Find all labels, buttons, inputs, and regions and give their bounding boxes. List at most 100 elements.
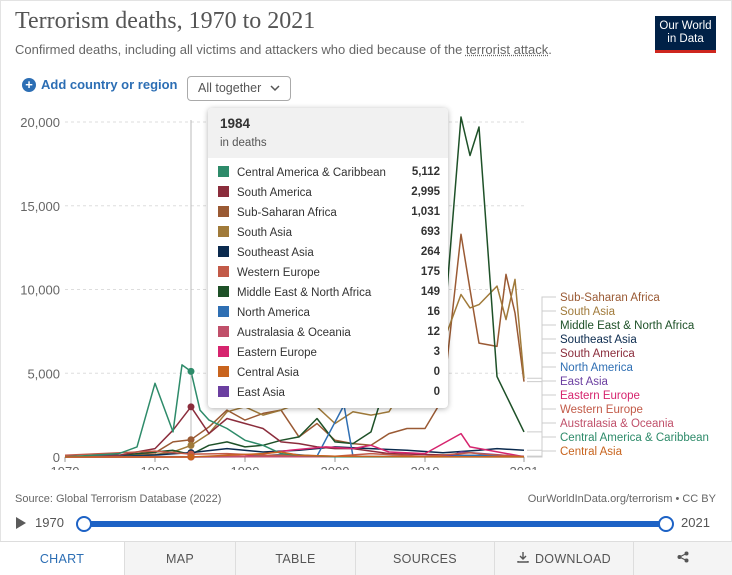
tab-label: CHART: [39, 551, 85, 566]
chart-title: Terrorism deaths, 1970 to 2021: [15, 8, 316, 34]
tooltip-row-label: Eastern Europe: [237, 346, 317, 359]
tooltip-row-value: 16: [427, 306, 440, 318]
legend-label: South Asia: [560, 306, 616, 318]
hover-point: [187, 403, 195, 411]
subtitle-text: Confirmed deaths, including all victims …: [15, 42, 466, 57]
share-icon: [677, 551, 689, 566]
legend-label: Middle East & North Africa: [560, 320, 695, 332]
legend-label: Sub-Saharan Africa: [560, 292, 660, 304]
tooltip-row: Southeast Asia 264: [218, 242, 440, 262]
tab-download[interactable]: DOWNLOAD: [494, 542, 633, 575]
tooltip-row-label-cell: Sub-Saharan Africa: [218, 202, 408, 222]
tab-share[interactable]: [633, 542, 732, 575]
subtitle-period: .: [548, 42, 552, 57]
tooltip-row: East Asia 0: [218, 382, 440, 402]
tooltip-row-label: Western Europe: [237, 266, 320, 279]
timeline-end-handle[interactable]: [658, 516, 674, 532]
series-line-south-america: [64, 406, 525, 458]
tooltip-row-label-cell: Western Europe: [218, 262, 408, 282]
y-tick-label: 15,000: [20, 199, 60, 214]
series-line-central-america-caribbean: [64, 364, 525, 458]
timeline-track[interactable]: [84, 521, 666, 527]
tooltip-row-value: 12: [427, 326, 440, 338]
tooltip-row-value: 2,995: [411, 186, 440, 198]
tooltip-row: Central America & Caribbean 5,112: [218, 162, 440, 182]
tooltip-row-label-cell: Australasia & Oceania: [218, 322, 408, 342]
color-swatch-icon: [218, 265, 229, 277]
legend-label: Southeast Asia: [560, 334, 637, 346]
color-swatch-icon: [218, 185, 229, 197]
tooltip-row-value: 149: [420, 286, 440, 298]
color-swatch-icon: [218, 305, 229, 317]
chevron-down-icon: [270, 85, 280, 92]
legend-label: North America: [560, 362, 633, 374]
tab-label: SOURCES: [393, 551, 457, 566]
tooltip: 1984 in deaths Central America & Caribbe…: [208, 108, 448, 408]
hover-point: [187, 436, 195, 444]
series-line-south-asia: [64, 278, 525, 457]
tab-table[interactable]: TABLE: [235, 542, 355, 575]
plus-icon: +: [22, 77, 36, 92]
tooltip-row-label-cell: South Asia: [218, 222, 408, 242]
tooltip-row: Central Asia 0: [218, 362, 440, 382]
tooltip-row-label: Middle East & North Africa: [237, 286, 372, 299]
tooltip-row-label: East Asia: [237, 386, 285, 399]
series-line-southeast-asia: [64, 446, 525, 458]
tab-sources[interactable]: SOURCES: [355, 542, 494, 575]
tooltip-row-label: Sub-Saharan Africa: [237, 206, 337, 219]
y-tick-label: 20,000: [20, 115, 60, 130]
legend-label: South America: [560, 348, 635, 360]
hover-point: [187, 367, 195, 375]
facet-select[interactable]: All together: [187, 76, 291, 101]
add-country-button[interactable]: + Add country or region: [22, 77, 178, 92]
legend-label: Eastern Europe: [560, 390, 640, 402]
tooltip-row-label: North America: [237, 306, 310, 319]
color-swatch-icon: [218, 325, 229, 337]
hover-point: [187, 453, 195, 461]
x-tick-label: 2000: [321, 464, 350, 470]
color-swatch-icon: [218, 365, 229, 377]
color-swatch-icon: [218, 165, 229, 177]
tooltip-row-label-cell: Southeast Asia: [218, 242, 408, 262]
tooltip-header: 1984 in deaths: [208, 108, 448, 158]
tooltip-row-label: Australasia & Oceania: [237, 326, 351, 339]
tooltip-year: 1984: [220, 116, 251, 131]
x-tick-label: 2010: [411, 464, 440, 470]
tooltip-row: Eastern Europe 3: [218, 342, 440, 362]
tooltip-row-value: 3: [433, 346, 440, 358]
credit-note[interactable]: OurWorldInData.org/terrorism • CC BY: [527, 493, 716, 505]
legend-connector: [527, 450, 556, 458]
tab-chart[interactable]: CHART: [0, 542, 124, 575]
source-note[interactable]: Source: Global Terrorism Database (2022): [15, 493, 222, 505]
color-swatch-icon: [218, 245, 229, 257]
tooltip-row: Australasia & Oceania 12: [218, 322, 440, 342]
tab-bar: CHART MAP TABLE SOURCES DOWNLOAD: [0, 541, 732, 575]
tab-label: MAP: [166, 551, 194, 566]
tooltip-row: Middle East & North Africa 149: [218, 282, 440, 302]
legend-label: Central America & Caribbean: [560, 432, 709, 444]
terrorist-attack-link[interactable]: terrorist attack: [465, 42, 549, 57]
tab-map[interactable]: MAP: [124, 542, 235, 575]
legend-label: Australasia & Oceania: [560, 418, 674, 430]
tooltip-row-label-cell: Eastern Europe: [218, 342, 408, 362]
legend-label: Western Europe: [560, 404, 643, 416]
y-tick-label: 0: [53, 450, 60, 465]
tooltip-row-value: 264: [420, 246, 440, 258]
download-icon: [517, 551, 529, 566]
timeline-start-handle[interactable]: [76, 516, 92, 532]
tooltip-row: South America 2,995: [218, 182, 440, 202]
tooltip-row-value: 1,031: [411, 206, 440, 218]
color-swatch-icon: [218, 205, 229, 217]
tooltip-table: Central America & Caribbean 5,112 South Am…: [218, 162, 440, 402]
x-tick-label: 1990: [231, 464, 260, 470]
hover-point: [187, 441, 195, 449]
tooltip-row-value: 175: [420, 266, 440, 278]
tooltip-row-label-cell: South America: [218, 182, 408, 202]
x-tick-label: 2021: [510, 464, 539, 470]
legend-label: Central Asia: [560, 446, 623, 458]
play-icon[interactable]: [16, 517, 26, 529]
tooltip-row-label: Southeast Asia: [237, 246, 314, 259]
tooltip-unit: in deaths: [220, 137, 267, 149]
owid-logo[interactable]: Our World in Data: [655, 16, 716, 53]
x-tick-label: 1970: [51, 464, 80, 470]
